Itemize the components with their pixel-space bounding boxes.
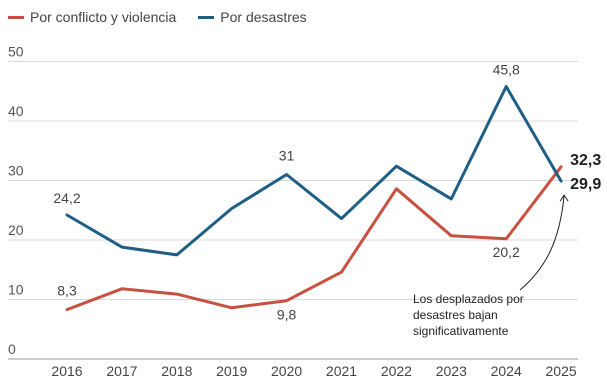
annotation-line: desastres bajan	[413, 308, 498, 322]
y-tick-label: 40	[8, 103, 24, 119]
x-tick-label: 2020	[271, 363, 302, 379]
annotation-arrowhead	[559, 194, 569, 202]
x-tick-label: 2024	[491, 363, 522, 379]
annotation-arrow	[519, 195, 565, 291]
chart-legend: Por conflicto y violencia Por desastres	[8, 9, 307, 25]
y-tick-label: 10	[8, 282, 24, 298]
data-label: 24,2	[53, 190, 80, 206]
y-tick-label: 20	[8, 222, 24, 238]
annotation-line: significativamente	[413, 324, 509, 338]
annotation-line: Los desplazados por	[413, 292, 524, 306]
x-tick-label: 2025	[546, 363, 577, 379]
y-tick-label: 0	[8, 341, 16, 357]
data-label: 45,8	[493, 61, 520, 77]
legend-swatch-disasters	[198, 15, 215, 19]
series-line-conflict	[65, 165, 563, 312]
data-label: 31	[279, 148, 295, 164]
x-tick-label: 2018	[161, 363, 192, 379]
x-tick-label: 2021	[326, 363, 357, 379]
x-tick-label: 2019	[216, 363, 247, 379]
legend-label-disasters: Por desastres	[220, 9, 307, 25]
x-tick-label: 2017	[106, 363, 137, 379]
data-label: 8,3	[57, 283, 77, 299]
legend-label-conflict: Por conflicto y violencia	[30, 9, 177, 25]
legend-swatch-conflict	[8, 15, 24, 19]
y-tick-label: 30	[8, 163, 24, 179]
y-tick-label: 50	[8, 44, 24, 60]
data-label: 20,2	[493, 244, 520, 260]
data-label: 9,8	[277, 307, 297, 323]
legend-item-disasters: Por desastres	[198, 9, 307, 25]
x-tick-label: 2022	[381, 363, 412, 379]
data-label: 29,9	[570, 176, 601, 193]
legend-item-conflict: Por conflicto y violencia	[8, 9, 176, 25]
x-tick-label: 2023	[436, 363, 467, 379]
x-tick-label: 2016	[51, 363, 82, 379]
data-label: 32,3	[570, 152, 601, 169]
series-line-disasters	[65, 85, 563, 257]
